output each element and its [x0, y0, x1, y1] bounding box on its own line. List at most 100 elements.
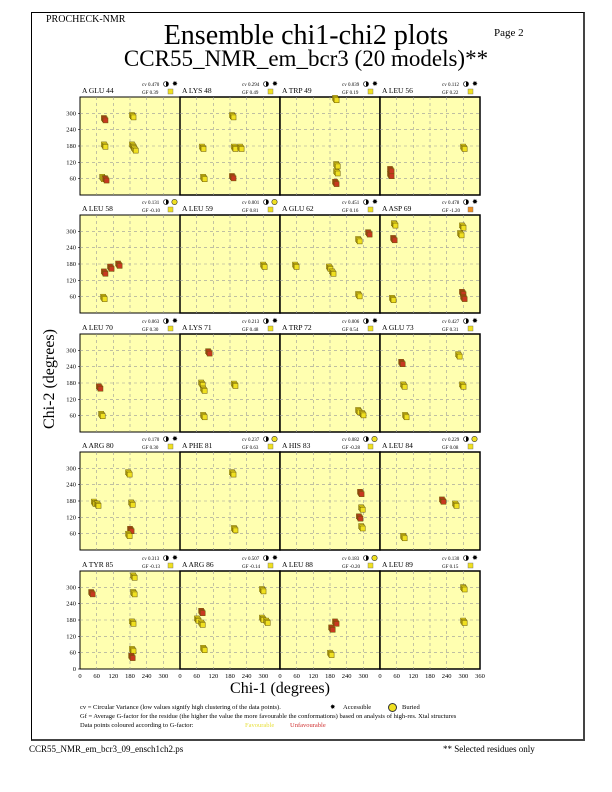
x-tick-label: 240 [442, 673, 452, 680]
y-tick-label: 120 [66, 277, 76, 284]
data-point [293, 264, 300, 270]
data-point [232, 146, 239, 152]
data-point [460, 225, 467, 231]
gf-value: GF 0.08 [442, 446, 459, 451]
accessible-icon: ✸ [472, 80, 478, 88]
accessible-icon: ✸ [172, 80, 178, 88]
gf-value: GF 0.81 [242, 209, 259, 214]
gf-value: GF 0.22 [442, 91, 459, 96]
gf-indicator [367, 562, 374, 569]
data-point [328, 652, 335, 658]
data-point [360, 412, 367, 419]
cv-value: cv 0.313 [142, 557, 160, 562]
cv-dial-icon [366, 436, 369, 442]
buried-icon [371, 435, 378, 442]
cv-dial-icon [466, 81, 469, 87]
gf-value: GF -1.20 [442, 209, 461, 214]
data-point [230, 471, 237, 478]
gf-value: GF 0.39 [142, 91, 159, 96]
cv-value: cv 0.130 [442, 557, 460, 562]
residue-label: A PHE 81 [182, 441, 213, 450]
residue-label: A LEU 56 [382, 86, 413, 95]
panel-a-leu-84: A LEU 84 cv 0.229 GF 0.08 [379, 435, 481, 551]
gf-indicator [467, 325, 474, 332]
gf-indicator [367, 443, 374, 450]
y-tick-label: 300 [66, 347, 76, 354]
panel-a-phe-81: A PHE 81 cv 0.237 GF 0.63 [179, 435, 281, 551]
residue-label: A ARG 80 [82, 441, 114, 450]
data-point [130, 621, 137, 627]
y-tick-label: 240 [66, 601, 76, 608]
legend-gf: Gf = Average G-factor for the residue (t… [80, 713, 457, 720]
data-point [333, 181, 340, 187]
cv-dial-icon [266, 199, 269, 205]
buried-icon [471, 435, 478, 442]
data-point [388, 173, 395, 179]
x-tick-label: 120 [108, 673, 118, 680]
buried-icon [371, 554, 378, 561]
data-point [401, 535, 408, 542]
page-subtitle: CCR55_NMR_em_bcr3 (20 models)** [123, 46, 489, 71]
data-point [102, 117, 109, 124]
data-point [232, 383, 239, 389]
data-point [103, 177, 110, 184]
page-title: Ensemble chi1-chi2 plots [163, 20, 449, 51]
y-tick-label: 300 [66, 228, 76, 235]
gf-indicator [267, 562, 274, 569]
panel-a-glu-62: A GLU 62 cv 0.451 GF 0.16 ✸ [279, 198, 381, 314]
residue-label: A LYS 48 [182, 86, 212, 95]
x-axis-label: Chi-1 (degrees) [230, 680, 330, 697]
data-point [440, 499, 447, 505]
accessible-icon: ✸ [272, 554, 278, 562]
program-label: PROCHECK-NMR [46, 14, 126, 25]
x-tick-label: 300 [458, 673, 468, 680]
cv-value: cv 0.112 [442, 83, 460, 88]
cv-dial-icon [266, 436, 269, 442]
residue-label: A LEU 89 [382, 560, 413, 569]
gf-indicator [367, 325, 374, 332]
panel-a-trp-72: A TRP 72 cv 0.006 GF 0.54 ✸ [279, 317, 381, 433]
residue-label: A TRP 72 [282, 323, 312, 332]
gf-indicator [467, 206, 474, 213]
cv-value: cv 0.478 [442, 201, 460, 206]
data-point [230, 175, 237, 182]
data-point [129, 655, 136, 661]
footer-note: ** Selected residues only [443, 744, 535, 754]
panel-a-leu-58: A LEU 58 cv 0.131 GF -0.10 60 120 180 240 300 [66, 199, 181, 314]
accessible-icon: ✸ [472, 198, 478, 206]
data-point [201, 176, 208, 182]
data-point [358, 491, 365, 497]
data-point [359, 525, 366, 532]
panel-a-lys-48: A LYS 48 cv 0.294 GF 0.49 ✸ [179, 80, 281, 196]
gf-indicator [167, 562, 174, 569]
residue-label: A LEU 88 [282, 560, 313, 569]
accessible-icon: ✸ [472, 554, 478, 562]
x-tick-label: 120 [408, 673, 418, 680]
residue-label: A LEU 58 [82, 204, 113, 213]
panel-a-lys-71: A LYS 71 cv 0.213 GF 0.48 ✸ [179, 317, 281, 433]
data-point [206, 350, 213, 357]
gf-indicator [167, 206, 174, 213]
data-point [232, 527, 239, 534]
data-point [131, 575, 138, 581]
data-point [461, 296, 468, 302]
y-tick-label: 180 [66, 143, 76, 150]
data-point [201, 647, 208, 653]
x-tick-label: 180 [425, 673, 435, 680]
x-tick-label: 240 [342, 673, 352, 680]
accessible-icon: ✸ [172, 435, 178, 443]
accessible-icon: ✸ [472, 317, 478, 325]
data-point [200, 146, 207, 152]
data-point [199, 622, 206, 628]
x-tick-label: 120 [308, 673, 318, 680]
x-tick-label: 60 [93, 673, 100, 680]
panel-a-leu-88: A LEU 88 cv 0.183 GF -0.20 0 60 120 180 240 300 [278, 554, 381, 680]
residue-label: A GLU 62 [282, 204, 314, 213]
gf-value: GF 0.31 [442, 328, 459, 333]
data-point [126, 471, 133, 478]
data-point [399, 361, 406, 367]
gf-value: GF -0.10 [142, 209, 161, 214]
gf-indicator [167, 88, 174, 95]
cv-dial-icon [466, 199, 469, 205]
cv-dial-icon [266, 318, 269, 324]
